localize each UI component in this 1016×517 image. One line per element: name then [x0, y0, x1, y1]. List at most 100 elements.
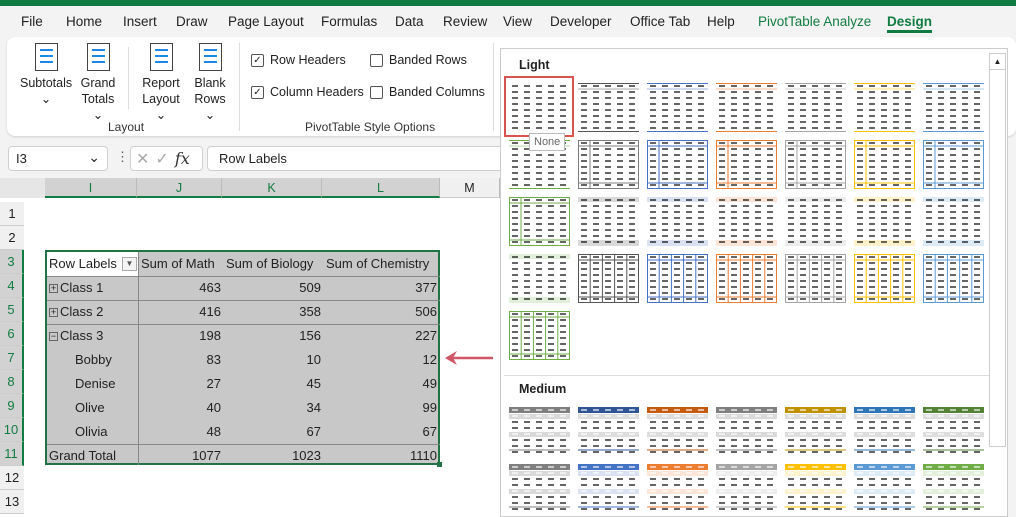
style-light-25[interactable] — [716, 254, 777, 303]
pivot-table[interactable]: Row Labels ▼ Sum of Math Sum of Biology Sum … — [45, 250, 442, 467]
tab-developer[interactable]: Developer — [550, 14, 612, 29]
row-header-11[interactable]: 11 — [0, 442, 24, 466]
pivot-value-cell[interactable]: 67 — [422, 424, 437, 439]
pivot-value-cell[interactable]: 45 — [306, 376, 321, 391]
style-light-7[interactable] — [923, 83, 984, 132]
row-header-1[interactable]: 1 — [0, 202, 24, 226]
style-medium-5[interactable] — [785, 407, 846, 456]
pivot-value-cell[interactable]: 156 — [299, 328, 321, 343]
formula-input[interactable]: Row Labels — [207, 146, 507, 171]
style-medium-14[interactable] — [923, 464, 984, 513]
style-light-28[interactable] — [923, 254, 984, 303]
row-header-2[interactable]: 2 — [0, 226, 24, 250]
pivot-row-label[interactable]: Olivia — [75, 420, 163, 444]
select-all-corner[interactable] — [0, 178, 45, 198]
style-light-19[interactable] — [785, 197, 846, 246]
subtotals-button[interactable]: Subtotals ⌄ — [20, 43, 72, 107]
style-medium-13[interactable] — [854, 464, 915, 513]
style-light-14[interactable] — [923, 140, 984, 189]
style-light-13[interactable] — [854, 140, 915, 189]
style-medium-3[interactable] — [647, 407, 708, 456]
pivot-value-cell[interactable]: 377 — [415, 280, 437, 295]
enter-icon[interactable]: ✓ — [155, 151, 175, 168]
pivot-row-label[interactable]: Olive — [75, 396, 163, 420]
pivot-value-cell[interactable]: 83 — [206, 352, 221, 367]
pivot-value-cell[interactable]: 10 — [306, 352, 321, 367]
style-light-23[interactable] — [578, 254, 639, 303]
row-header-13[interactable]: 13 — [0, 490, 24, 514]
style-light-26[interactable] — [785, 254, 846, 303]
pivot-value-cell[interactable]: 34 — [306, 400, 321, 415]
filter-dropdown-icon[interactable]: ▼ — [122, 257, 137, 271]
style-light-27[interactable] — [854, 254, 915, 303]
blank-rows-button[interactable]: Blank Rows ⌄ — [189, 43, 231, 123]
style-light-2[interactable] — [578, 83, 639, 132]
tab-design[interactable]: Design — [887, 14, 933, 33]
style-light-10[interactable] — [647, 140, 708, 189]
more-icon[interactable]: ⋮ — [116, 149, 129, 164]
style-medium-9[interactable] — [578, 464, 639, 513]
pivot-value-cell[interactable]: 198 — [199, 328, 221, 343]
row-header-5[interactable]: 5 — [0, 298, 24, 322]
pivot-value-cell[interactable]: 40 — [206, 400, 221, 415]
pivot-value-cell[interactable]: 416 — [199, 304, 221, 319]
tab-office-tab[interactable]: Office Tab — [630, 14, 691, 29]
style-light-12[interactable] — [785, 140, 846, 189]
tab-insert[interactable]: Insert — [123, 14, 157, 29]
pivot-column-header[interactable]: Sum of Biology — [226, 256, 314, 271]
grand-totals-button[interactable]: Grand Totals ⌄ — [77, 43, 119, 123]
pivot-row-label[interactable]: Denise — [75, 372, 163, 396]
style-light-9[interactable] — [578, 140, 639, 189]
fx-icon[interactable]: fx — [174, 149, 190, 168]
pivot-row-label[interactable]: − Class 3 — [49, 324, 137, 348]
tab-formulas[interactable]: Formulas — [321, 14, 378, 29]
style-medium-8[interactable] — [509, 464, 570, 513]
column-header-J[interactable]: J — [137, 178, 222, 198]
banded-columns-checkbox[interactable]: Banded Columns — [370, 85, 485, 99]
style-light-3[interactable] — [647, 83, 708, 132]
pivot-value-cell[interactable]: 227 — [415, 328, 437, 343]
style-medium-4[interactable] — [716, 407, 777, 456]
style-light-21[interactable] — [923, 197, 984, 246]
style-light-24[interactable] — [647, 254, 708, 303]
pivot-value-cell[interactable]: 506 — [415, 304, 437, 319]
row-header-7[interactable]: 7 — [0, 346, 24, 370]
expand-icon[interactable]: + — [49, 307, 58, 317]
tab-review[interactable]: Review — [443, 14, 488, 29]
row-header-8[interactable]: 8 — [0, 370, 24, 394]
style-light-22[interactable] — [509, 254, 570, 303]
style-medium-11[interactable] — [716, 464, 777, 513]
pivot-value-cell[interactable]: 67 — [306, 424, 321, 439]
style-medium-7[interactable] — [923, 407, 984, 456]
cancel-icon[interactable]: ✕ — [136, 151, 156, 168]
row-header-3[interactable]: 3 — [0, 250, 24, 274]
row-headers-checkbox[interactable]: ✓ Row Headers — [251, 53, 346, 67]
tab-home[interactable]: Home — [66, 14, 103, 29]
pivot-column-header[interactable]: Sum of Math — [141, 256, 215, 271]
expand-icon[interactable]: + — [49, 283, 58, 293]
pivot-value-cell[interactable]: 463 — [199, 280, 221, 295]
banded-rows-checkbox[interactable]: Banded Rows — [370, 53, 467, 67]
tab-view[interactable]: View — [503, 14, 533, 29]
style-light-29[interactable] — [509, 311, 570, 360]
style-medium-2[interactable] — [578, 407, 639, 456]
pivot-value-cell[interactable]: 48 — [206, 424, 221, 439]
tab-pivottable-analyze[interactable]: PivotTable Analyze — [758, 14, 872, 29]
style-light-18[interactable] — [716, 197, 777, 246]
pivot-row-label[interactable]: + Class 1 — [49, 276, 137, 300]
style-light-6[interactable] — [854, 83, 915, 132]
pivot-value-cell[interactable]: 1077 — [192, 448, 221, 463]
gallery-scrollbar[interactable]: ▲ — [989, 53, 1006, 447]
style-light-none[interactable] — [509, 83, 570, 132]
row-header-10[interactable]: 10 — [0, 418, 24, 442]
pivot-value-cell[interactable]: 27 — [206, 376, 221, 391]
column-headers-checkbox[interactable]: ✓ Column Headers — [251, 85, 364, 99]
pivot-value-cell[interactable]: 509 — [299, 280, 321, 295]
style-light-5[interactable] — [785, 83, 846, 132]
fill-handle[interactable] — [437, 462, 442, 467]
scroll-up-icon[interactable]: ▲ — [990, 54, 1005, 70]
row-header-12[interactable]: 12 — [0, 466, 24, 490]
pivot-value-cell[interactable]: 1023 — [292, 448, 321, 463]
tab-page-layout[interactable]: Page Layout — [228, 14, 304, 29]
pivot-row-label[interactable]: + Class 2 — [49, 300, 137, 324]
